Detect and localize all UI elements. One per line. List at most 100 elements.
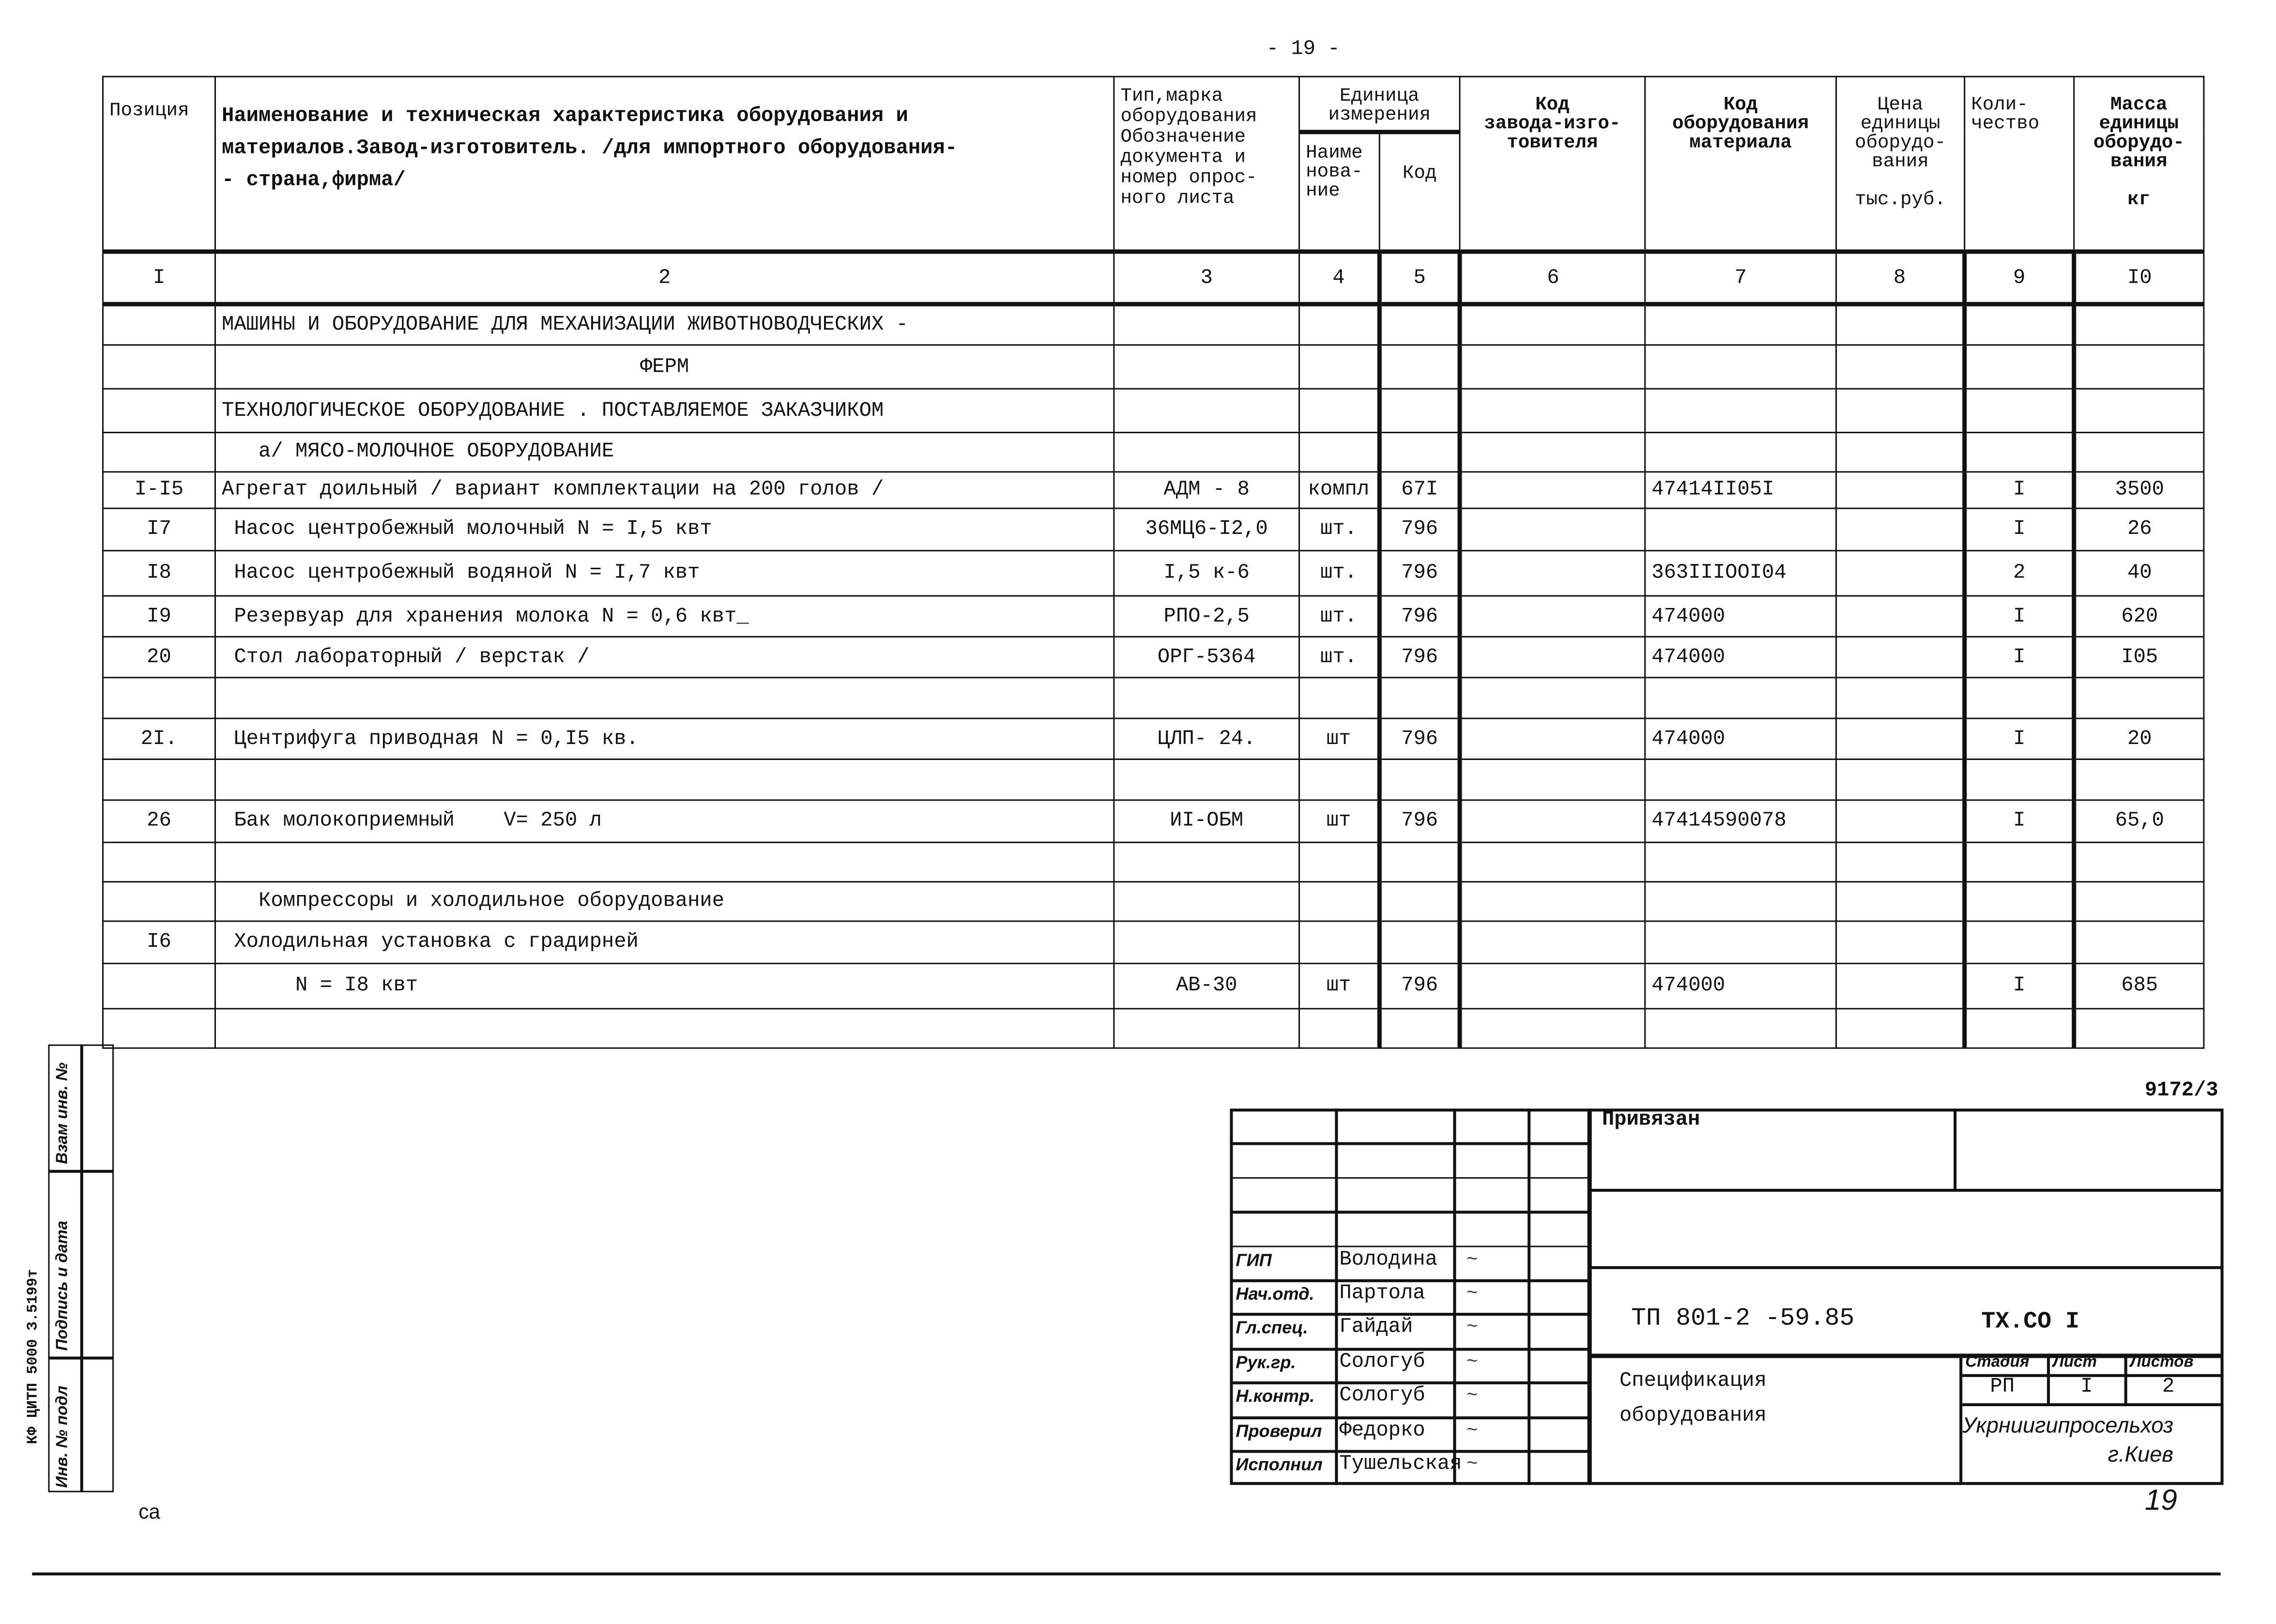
- cell-unit-name: [1298, 841, 1380, 883]
- organization: Укрниигипросельхоз г.Киев: [1962, 1413, 2174, 1468]
- cell-unit-name: шт.: [1298, 636, 1380, 679]
- cell-material-code: 474000: [1644, 595, 1837, 637]
- cell-maker-code: [1459, 799, 1646, 843]
- cell-material-code: [1644, 759, 1837, 801]
- cell-unit-code: 796: [1377, 799, 1462, 843]
- cell-maker-code: [1459, 550, 1646, 597]
- signer-name: Володина: [1339, 1248, 1437, 1272]
- cell-type: I,5 к-6: [1113, 550, 1300, 597]
- cell-mass: [2073, 881, 2205, 922]
- table-row: 20 Стол лабораторный / верстак / ОРГ-5364…: [102, 636, 2205, 679]
- cell-unit-name: [1298, 344, 1380, 390]
- cell-mass: 3500: [2073, 471, 2205, 509]
- column-number: 3: [1113, 251, 1300, 306]
- signer-role: Исполнил: [1236, 1454, 1323, 1475]
- cell-unit-code: [1377, 431, 1462, 473]
- cell-material-code: [1644, 431, 1837, 473]
- column-number: 5: [1377, 251, 1462, 306]
- inv-label: Инв. № подл: [54, 1385, 72, 1488]
- cell-unit-code: 796: [1377, 962, 1462, 1010]
- cell-price: [1835, 388, 1966, 434]
- table-row: N = I8 квт АВ-30 шт 796 474000 I 685: [102, 962, 2205, 1010]
- header-price: Цена единицы оборудо- вания тыс.руб.: [1835, 76, 1966, 254]
- cell-type: ОРГ-5364: [1113, 636, 1300, 679]
- column-number: 6: [1459, 251, 1646, 306]
- cell-material-code: 47414590078: [1644, 799, 1837, 843]
- cell-material-code: 47414II05I: [1644, 471, 1837, 509]
- cell-name: Бак молокоприемный V= 250 л: [214, 799, 1115, 843]
- cell-unit-code: [1377, 841, 1462, 883]
- sign-label: Подпись и дата: [54, 1220, 72, 1351]
- cell-material-code: [1644, 388, 1837, 434]
- cell-price: [1835, 920, 1966, 964]
- column-number: 4: [1298, 251, 1380, 306]
- table-row: I6 Холодильная установка с градирней: [102, 920, 2205, 964]
- cell-mass: [2073, 344, 2205, 390]
- cell-position: [102, 344, 216, 390]
- signature-mark: ~: [1466, 1417, 1478, 1440]
- cell-position: 2I.: [102, 717, 216, 760]
- cell-position: [102, 677, 216, 719]
- cell-unit-name: [1298, 759, 1380, 801]
- column-number: I: [102, 251, 216, 306]
- cell-name: [214, 759, 1115, 801]
- table-row: МАШИНЫ И ОБОРУДОВАНИЕ ДЛЯ МЕХАНИЗАЦИИ ЖИ…: [102, 303, 2205, 346]
- table-row: [102, 841, 2205, 883]
- cell-quantity: I: [1962, 507, 2077, 552]
- cell-position: I8: [102, 550, 216, 597]
- cell-unit-code: [1377, 388, 1462, 434]
- cell-quantity: I: [1962, 595, 2077, 637]
- cell-type: [1113, 388, 1300, 434]
- cell-mass: I05: [2073, 636, 2205, 679]
- cell-name: Стол лабораторный / верстак /: [214, 636, 1115, 679]
- signature-mark: ~: [1466, 1246, 1478, 1269]
- cell-type: [1113, 759, 1300, 801]
- stage-label: Стадия: [1965, 1353, 2030, 1371]
- cell-quantity: I: [1962, 717, 2077, 760]
- signature-mark: ~: [1466, 1451, 1478, 1473]
- cell-quantity: I: [1962, 962, 2077, 1010]
- cell-quantity: [1962, 881, 2077, 922]
- cell-position: [102, 388, 216, 434]
- sheets-label: Листов: [2130, 1353, 2194, 1371]
- column-numbers-row: I 2 3 4 5 6 7 8 9 I0: [102, 251, 2205, 306]
- cell-type: [1113, 920, 1300, 964]
- sheet-label: Лист: [2052, 1353, 2097, 1371]
- cell-unit-code: 67I: [1377, 471, 1462, 509]
- cell-position: 26: [102, 799, 216, 843]
- signer-role: Гл.спец.: [1236, 1318, 1308, 1338]
- cell-type: [1113, 881, 1300, 922]
- cell-material-code: 363IIIOOI04: [1644, 550, 1837, 597]
- cell-maker-code: [1459, 303, 1646, 346]
- cell-mass: 40: [2073, 550, 2205, 597]
- signer-name: Тушельская: [1339, 1453, 1462, 1476]
- cell-type: [1113, 431, 1300, 473]
- cell-maker-code: [1459, 717, 1646, 760]
- cell-name: [214, 1008, 1115, 1049]
- cell-material-code: [1644, 303, 1837, 346]
- cell-unit-code: [1377, 344, 1462, 390]
- table-row: I-I5 Агрегат доильный / вариант комплекта…: [102, 471, 2205, 509]
- cell-quantity: I: [1962, 636, 2077, 679]
- cell-unit-code: [1377, 303, 1462, 346]
- cell-price: [1835, 799, 1966, 843]
- cell-maker-code: [1459, 841, 1646, 883]
- cell-material-code: [1644, 1008, 1837, 1049]
- attached-label: Привязан: [1602, 1108, 1700, 1132]
- cell-type: [1113, 303, 1300, 346]
- cell-maker-code: [1459, 759, 1646, 801]
- cell-price: [1835, 471, 1966, 509]
- cell-name: Агрегат доильный / вариант комплектации …: [214, 471, 1115, 509]
- cell-unit-name: [1298, 303, 1380, 346]
- cell-mass: 620: [2073, 595, 2205, 637]
- cell-name: Насос центробежный молочный N = I,5 квт: [214, 507, 1115, 552]
- cell-material-code: [1644, 677, 1837, 719]
- cell-quantity: [1962, 1008, 2077, 1049]
- cell-maker-code: [1459, 962, 1646, 1010]
- cell-unit-code: [1377, 677, 1462, 719]
- cell-price: [1835, 507, 1966, 552]
- cell-price: [1835, 759, 1966, 801]
- header-position: Позиция: [102, 76, 216, 254]
- table-row: ФЕРМ: [102, 344, 2205, 390]
- cell-quantity: I: [1962, 799, 2077, 843]
